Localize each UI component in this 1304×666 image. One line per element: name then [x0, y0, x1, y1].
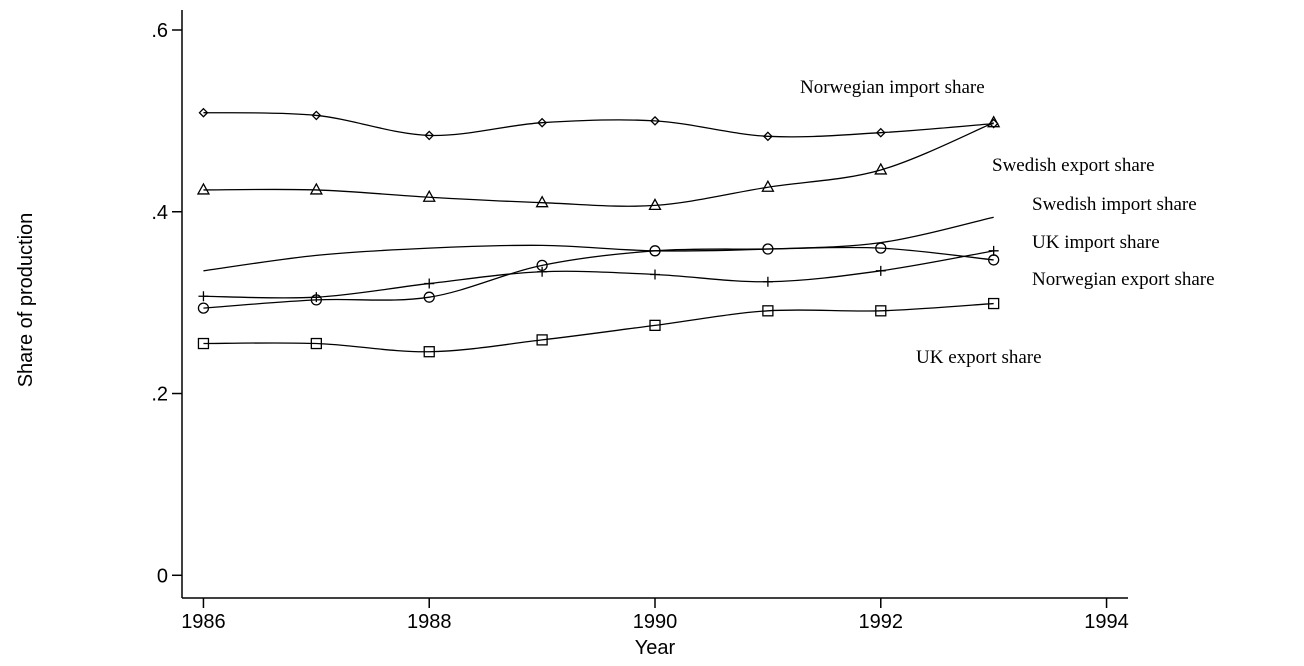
y-tick-label: .2 — [151, 384, 168, 406]
marker — [987, 115, 1001, 128]
x-tick-label: 1988 — [407, 611, 452, 633]
marker — [875, 305, 887, 317]
marker — [762, 276, 773, 287]
marker — [875, 242, 887, 254]
marker — [874, 162, 888, 175]
x-tick-label: 1986 — [181, 611, 226, 633]
marker — [648, 198, 662, 211]
marker — [650, 115, 660, 126]
x-axis-label: Year — [635, 637, 676, 659]
marker — [424, 278, 435, 289]
marker — [762, 305, 774, 317]
marker — [649, 245, 661, 257]
series-label: UK import share — [1032, 232, 1160, 253]
marker — [535, 195, 549, 208]
marker — [197, 337, 210, 350]
x-tick-label: 1990 — [633, 611, 678, 633]
marker — [537, 117, 548, 128]
series-label: Swedish import share — [1032, 194, 1197, 215]
series-line — [203, 216, 994, 272]
marker — [649, 319, 661, 332]
marker — [423, 346, 435, 358]
series-label: Norwegian import share — [800, 77, 985, 98]
marker — [422, 189, 436, 202]
marker — [762, 243, 774, 255]
y-axis-label: Share of production — [15, 213, 37, 388]
marker — [424, 130, 435, 141]
marker — [762, 131, 773, 142]
marker — [311, 110, 322, 121]
y-tick-label: 0 — [157, 565, 168, 587]
y-tick-label: .6 — [151, 20, 168, 42]
marker — [537, 266, 548, 277]
marker — [988, 297, 1000, 310]
marker — [311, 292, 322, 303]
marker — [310, 337, 322, 350]
marker — [875, 265, 886, 276]
x-tick-label: 1994 — [1084, 611, 1129, 633]
marker — [197, 302, 210, 314]
marker — [198, 291, 209, 302]
series-label: Norwegian export share — [1032, 269, 1215, 290]
marker — [198, 107, 209, 118]
marker — [650, 269, 660, 280]
marker — [875, 127, 886, 138]
series-line — [203, 112, 994, 138]
marker — [988, 245, 999, 256]
series-line — [203, 250, 994, 299]
series-line — [203, 246, 994, 309]
series-label: UK export share — [916, 347, 1042, 368]
y-tick-label: .4 — [151, 202, 168, 224]
marker — [309, 182, 323, 195]
series-line — [203, 302, 994, 353]
marker — [196, 182, 211, 195]
series-label: Swedish export share — [992, 155, 1155, 176]
x-tick-label: 1992 — [859, 611, 904, 633]
marker — [423, 291, 435, 303]
marker — [536, 334, 548, 346]
marker — [761, 179, 775, 192]
